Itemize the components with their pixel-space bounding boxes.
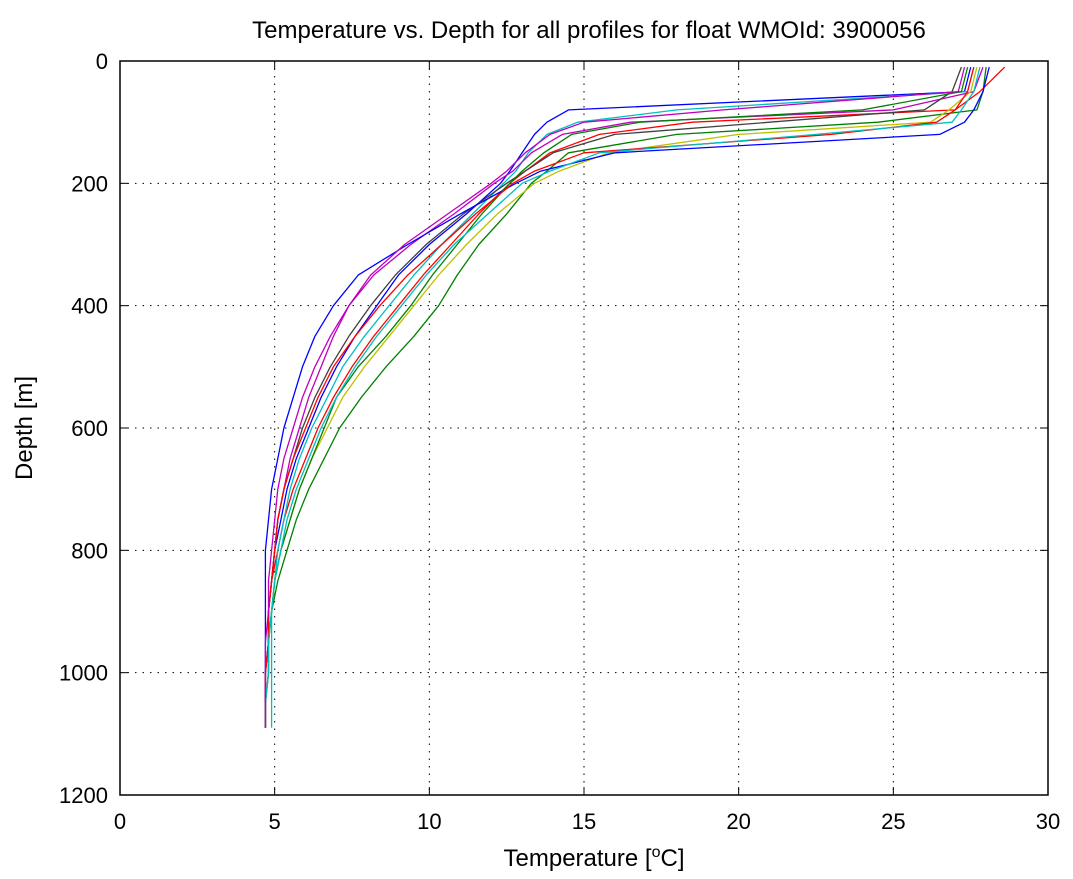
profile-line — [264, 66, 978, 728]
y-tick-labels: 0 200 400 600 800 1000 1200 — [59, 49, 108, 808]
axis-ticks — [119, 60, 1049, 796]
y-tick-label: 200 — [71, 171, 108, 196]
profile-line — [264, 66, 975, 728]
x-tick-labels: 0 5 10 15 20 25 30 — [114, 809, 1060, 834]
y-axis-label: Depth [m] — [11, 376, 38, 480]
y-tick-label: 800 — [71, 538, 108, 563]
profile-line — [264, 66, 963, 728]
profile-line — [264, 66, 984, 728]
y-tick-label: 0 — [96, 49, 108, 74]
x-tick-label: 20 — [726, 809, 750, 834]
x-axis-label-superscript: o — [652, 844, 661, 861]
x-tick-label: 0 — [114, 809, 126, 834]
x-tick-label: 15 — [572, 809, 596, 834]
y-tick-label: 400 — [71, 294, 108, 319]
y-tick-label: 1000 — [59, 661, 108, 686]
x-axis-label-unit: C] — [660, 845, 684, 872]
x-axis-label: Temperature [oC] — [504, 844, 685, 872]
profile-line — [270, 66, 975, 728]
y-tick-label: 1200 — [59, 783, 108, 808]
x-tick-label: 25 — [881, 809, 905, 834]
x-tick-label: 10 — [417, 809, 441, 834]
grid-lines — [120, 61, 1048, 795]
x-axis-label-text: Temperature [ — [504, 845, 652, 872]
profile-lines — [264, 66, 1006, 728]
profile-line — [264, 66, 966, 728]
profile-line — [264, 66, 981, 728]
profile-line — [264, 66, 969, 728]
profile-line — [264, 67, 987, 728]
y-tick-label: 600 — [71, 416, 108, 441]
x-tick-label: 30 — [1036, 809, 1060, 834]
profile-line — [264, 66, 990, 728]
profile-line — [264, 66, 972, 728]
x-tick-label: 5 — [269, 809, 281, 834]
chart-title: Temperature vs. Depth for all profiles f… — [252, 17, 926, 44]
